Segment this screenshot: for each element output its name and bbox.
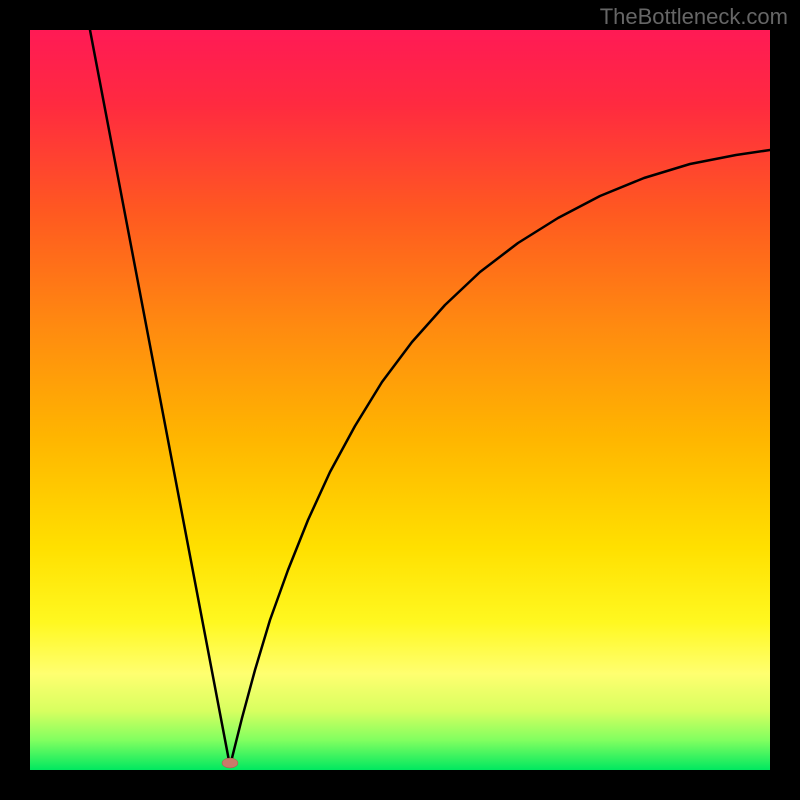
chart-container: TheBottleneck.com: [0, 0, 800, 800]
chart-svg: [30, 30, 770, 770]
plot-area: [30, 30, 770, 770]
optimal-point-marker: [222, 758, 238, 768]
gradient-background: [30, 30, 770, 770]
watermark-text: TheBottleneck.com: [600, 4, 788, 30]
